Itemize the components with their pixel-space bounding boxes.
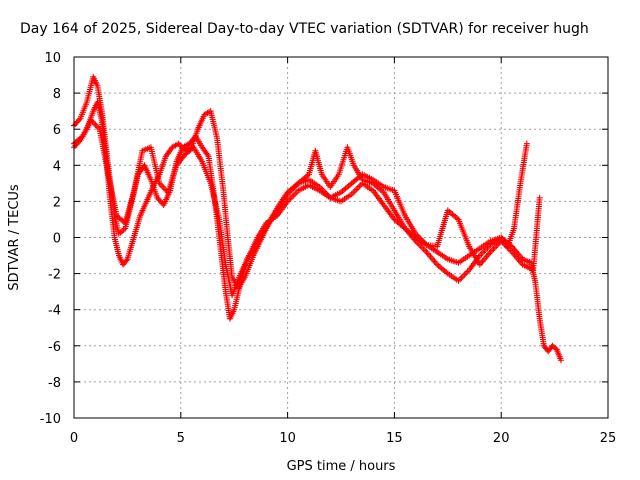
marker-track-3-5	[78, 134, 85, 141]
marker-track-2-493	[463, 270, 470, 277]
y-tick-label-2: 2	[53, 195, 61, 210]
marker-track-3-499	[536, 194, 543, 201]
marker-track-1-552	[552, 345, 559, 352]
marker-track-2-171	[175, 140, 182, 147]
series-track-3	[71, 117, 543, 299]
x-tick-label-20: 20	[493, 431, 510, 446]
marker-track-1-559	[558, 357, 565, 364]
y-tick-label-8: 8	[53, 87, 61, 102]
y-tick-label--4: -4	[48, 304, 61, 319]
marker-track-1-393	[354, 184, 361, 191]
y-tick-label--8: -8	[48, 376, 61, 391]
marker-track-2-106	[123, 257, 130, 264]
x-tick-label-10: 10	[279, 431, 296, 446]
marker-track-1-154	[155, 196, 162, 203]
y-tick-label-6: 6	[53, 123, 61, 138]
y-tick-label-10: 10	[44, 51, 61, 66]
x-tick-label-5: 5	[177, 431, 185, 446]
y-tick-label--10: -10	[40, 412, 61, 427]
marker-track-2-489	[457, 276, 464, 283]
marker-track-2-572	[523, 140, 530, 147]
marker-track-1-156	[158, 199, 165, 206]
chart-title: Day 164 of 2025, Sidereal Day-to-day VTE…	[20, 21, 589, 37]
y-axis-label: SDTVAR / TECUs	[7, 184, 22, 291]
marker-track-3-129	[162, 186, 169, 193]
marker-track-1-4	[76, 116, 83, 123]
x-axis-label: GPS time / hours	[287, 459, 396, 474]
marker-track-1-3	[74, 118, 81, 125]
series-track-1	[71, 73, 565, 364]
marker-track-2-172	[176, 142, 183, 149]
x-tick-label-0: 0	[70, 431, 78, 446]
marker-track-1-153	[154, 194, 161, 201]
y-tick-label-0: 0	[53, 232, 61, 247]
marker-track-1-1	[72, 121, 79, 128]
marker-track-2-174	[179, 144, 186, 151]
marker-track-1-390	[350, 189, 357, 196]
y-tick-label--6: -6	[48, 340, 61, 355]
marker-track-2-173	[178, 143, 185, 150]
marker-track-1-392	[353, 186, 360, 193]
marker-track-1-391	[351, 188, 358, 195]
marker-track-3-127	[159, 183, 166, 190]
marker-track-2-505	[478, 251, 485, 258]
grid-lines	[74, 57, 608, 418]
marker-track-2-466	[421, 247, 428, 254]
marker-track-1-2	[73, 119, 80, 126]
marker-track-2-492	[461, 271, 468, 278]
x-tick-label-15: 15	[386, 431, 403, 446]
data-marks	[71, 73, 565, 364]
marker-track-2-465	[420, 245, 427, 252]
marker-track-3-19	[93, 123, 100, 130]
y-tick-label-4: 4	[53, 159, 61, 174]
axis-ticks: 0 5 10 15 20 25 -10 -8 -6 -4 -2 0 2 4 6 8 10	[40, 51, 617, 446]
marker-track-1-155	[156, 197, 163, 204]
y-tick-label--2: -2	[48, 268, 61, 283]
x-tick-label-25: 25	[600, 431, 617, 446]
marker-track-3-18	[92, 121, 99, 128]
series-track-2	[71, 99, 530, 292]
